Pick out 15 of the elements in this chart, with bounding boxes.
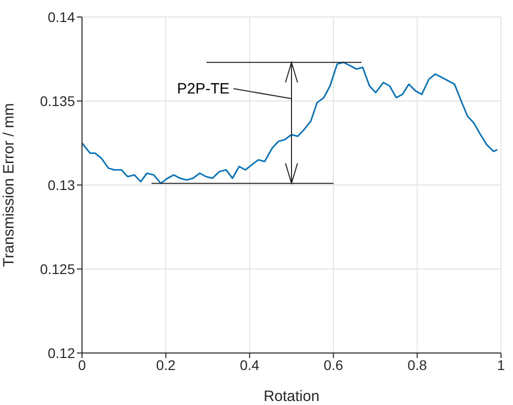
y-tick-label: 0.135 [40,92,76,109]
y-tick-label: 0.13 [48,176,76,193]
y-tick-label: 0.12 [48,344,76,361]
x-tick-label: 1 [497,356,506,373]
y-tick-label: 0.14 [48,8,76,25]
annotation: P2P-TE [176,80,230,98]
line-series [82,62,498,184]
x-tick-label: 0.6 [324,356,344,373]
y-axis-title: Transmission Error / mm [0,103,18,267]
x-tick-label: 0.2 [156,356,176,373]
x-tick-label: 0.8 [407,356,428,373]
x-axis-title: Rotation [264,388,320,405]
x-tick-label: 0 [78,356,86,373]
x-tick-label: 0.4 [240,356,260,373]
y-tick-label: 0.125 [40,260,76,277]
